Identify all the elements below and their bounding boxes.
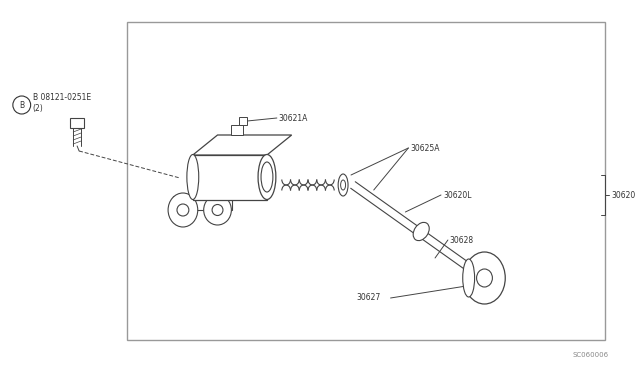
Bar	[193, 155, 267, 200]
Ellipse shape	[463, 259, 475, 297]
Text: B: B	[19, 100, 24, 109]
Text: 30627: 30627	[356, 294, 380, 302]
Text: 30625A: 30625A	[410, 144, 440, 153]
FancyBboxPatch shape	[70, 118, 84, 128]
Text: 30621A: 30621A	[279, 113, 308, 122]
Ellipse shape	[212, 205, 223, 215]
Text: B 08121-0251E
(2): B 08121-0251E (2)	[33, 93, 91, 113]
Ellipse shape	[204, 195, 232, 225]
Ellipse shape	[413, 222, 429, 241]
Text: SC060006: SC060006	[573, 352, 609, 358]
Text: 30628: 30628	[450, 235, 474, 244]
Bar	[239, 117, 247, 125]
Ellipse shape	[464, 252, 505, 304]
Ellipse shape	[177, 204, 189, 216]
Bar	[232, 125, 243, 135]
Bar	[127, 22, 605, 340]
Ellipse shape	[258, 154, 276, 199]
Ellipse shape	[261, 162, 273, 192]
Ellipse shape	[340, 180, 346, 190]
Ellipse shape	[168, 193, 198, 227]
Ellipse shape	[477, 269, 492, 287]
Text: 30620: 30620	[611, 190, 636, 199]
Ellipse shape	[338, 174, 348, 196]
Text: 30620L: 30620L	[443, 190, 472, 199]
Bar	[173, 196, 232, 210]
Polygon shape	[193, 135, 292, 155]
Ellipse shape	[187, 154, 199, 199]
